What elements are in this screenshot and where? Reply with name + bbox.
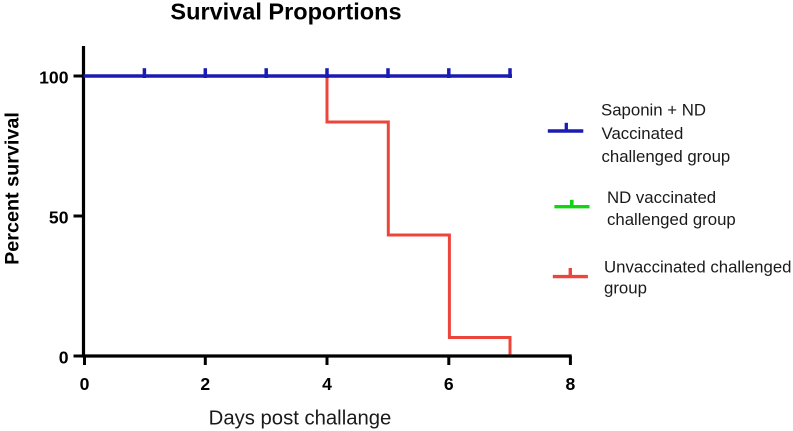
svg-text:8: 8 [566, 374, 576, 394]
svg-text:100: 100 [39, 68, 69, 88]
svg-text:Saponin + ND: Saponin + ND [601, 101, 706, 120]
svg-text:challenged group: challenged group [602, 147, 731, 166]
svg-text:challenged group: challenged group [607, 210, 736, 229]
svg-text:6: 6 [444, 374, 454, 394]
svg-text:Survival Proportions: Survival Proportions [170, 0, 401, 25]
svg-text:Unvaccinated challenged: Unvaccinated challenged [604, 258, 792, 277]
svg-text:0: 0 [80, 374, 90, 394]
svg-text:Days post challange: Days post challange [209, 408, 392, 430]
svg-text:Percent survival: Percent survival [2, 112, 24, 265]
svg-text:group: group [604, 279, 647, 298]
svg-text:Vaccinated: Vaccinated [602, 124, 684, 143]
svg-text:4: 4 [322, 374, 332, 394]
svg-text:ND vaccinated: ND vaccinated [607, 188, 716, 207]
svg-text:0: 0 [59, 348, 69, 368]
svg-text:50: 50 [49, 208, 69, 228]
svg-text:2: 2 [200, 374, 210, 394]
